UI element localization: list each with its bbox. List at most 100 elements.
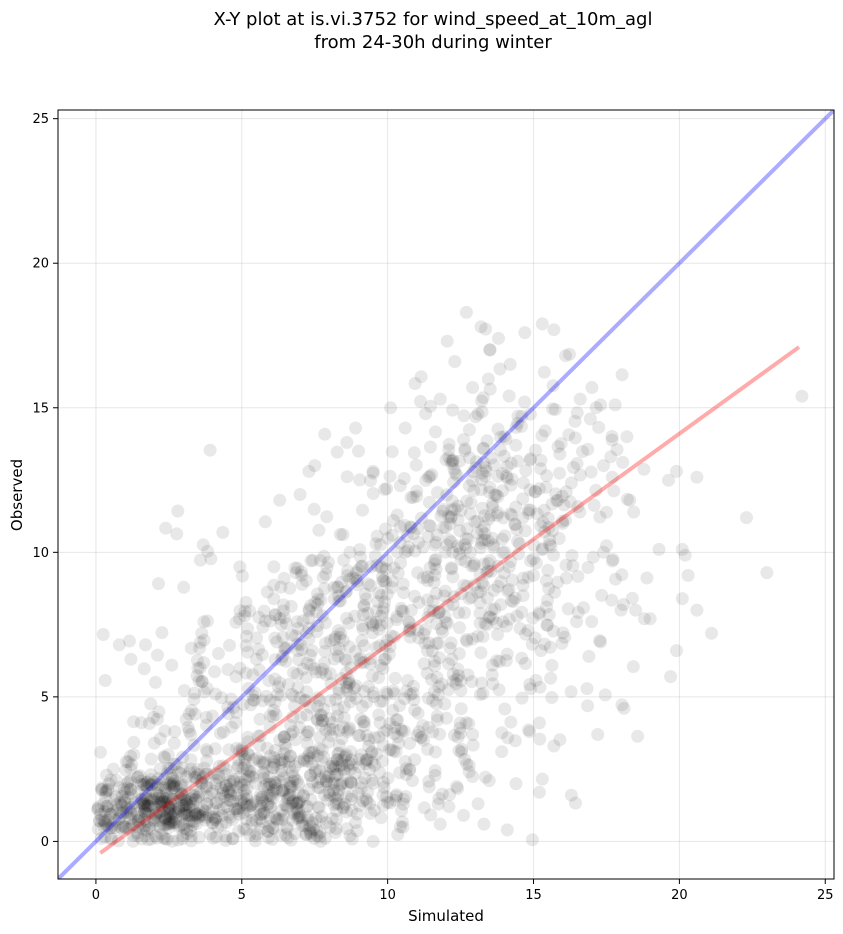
data-point	[349, 679, 363, 693]
data-point	[383, 716, 397, 730]
data-point	[189, 793, 202, 807]
data-point	[577, 601, 590, 615]
data-point	[106, 762, 120, 776]
data-point	[458, 606, 471, 620]
data-point	[131, 820, 145, 834]
data-point	[263, 812, 277, 826]
data-point	[675, 542, 689, 556]
data-point	[148, 811, 162, 825]
data-point	[511, 534, 525, 548]
data-point	[316, 609, 329, 623]
data-point	[173, 791, 187, 804]
data-point	[224, 692, 238, 706]
data-point	[286, 710, 300, 724]
data-point	[465, 590, 479, 604]
data-point	[559, 513, 572, 527]
data-point	[359, 754, 373, 768]
data-point	[262, 777, 276, 791]
data-point	[342, 677, 356, 691]
data-point	[235, 744, 249, 758]
data-point	[366, 464, 380, 478]
data-point	[219, 829, 233, 843]
data-point	[274, 688, 288, 702]
data-point	[200, 780, 214, 794]
data-point	[116, 806, 130, 820]
data-point	[332, 683, 346, 697]
data-point	[152, 577, 165, 591]
data-point	[477, 817, 491, 831]
data-point	[495, 745, 509, 759]
data-point	[605, 429, 619, 443]
data-point	[564, 476, 578, 490]
data-point	[478, 770, 492, 784]
data-point	[345, 789, 359, 803]
data-point	[134, 810, 148, 824]
data-point	[306, 553, 320, 567]
data-point	[442, 800, 456, 814]
data-point	[417, 627, 431, 641]
data-point	[593, 510, 607, 524]
data-point	[113, 805, 127, 819]
data-point	[331, 580, 345, 594]
data-point	[597, 545, 610, 559]
data-point	[374, 561, 388, 575]
data-point	[149, 807, 163, 820]
data-point	[92, 814, 106, 828]
data-point	[322, 555, 335, 569]
data-point	[303, 826, 317, 840]
data-point	[368, 803, 381, 817]
data-point	[433, 392, 447, 406]
data-point	[373, 538, 387, 552]
data-point	[349, 566, 363, 579]
data-point	[246, 668, 260, 682]
data-point	[381, 531, 395, 545]
data-point	[477, 441, 491, 455]
data-point	[534, 453, 548, 467]
data-point	[354, 776, 368, 790]
data-point	[327, 789, 341, 803]
data-point	[377, 780, 391, 794]
data-point	[237, 822, 251, 836]
data-point	[320, 510, 334, 524]
data-point	[155, 827, 169, 841]
data-point	[315, 718, 328, 732]
data-point	[91, 822, 105, 836]
data-point	[355, 619, 369, 633]
data-point	[449, 677, 463, 691]
data-point	[482, 774, 496, 788]
data-point	[289, 566, 303, 580]
data-point	[522, 723, 536, 737]
data-point	[176, 832, 190, 846]
data-point	[257, 806, 271, 820]
data-point	[498, 545, 512, 559]
data-point	[380, 790, 394, 804]
data-point	[263, 709, 277, 723]
data-point	[282, 677, 296, 691]
data-point	[378, 595, 392, 609]
data-point	[233, 775, 247, 789]
data-point	[552, 532, 566, 545]
data-point	[358, 771, 372, 785]
data-point	[228, 802, 242, 816]
data-point	[184, 641, 198, 655]
data-point	[115, 822, 129, 836]
data-point	[141, 799, 155, 813]
data-point	[390, 508, 404, 522]
data-point	[98, 830, 112, 844]
data-point	[497, 566, 511, 580]
data-point	[273, 753, 287, 767]
data-point	[354, 712, 368, 726]
data-point	[343, 829, 357, 843]
data-point	[469, 455, 483, 469]
data-point	[227, 773, 241, 787]
data-point	[296, 816, 310, 830]
data-point	[581, 699, 595, 713]
data-point	[380, 554, 394, 567]
data-point	[488, 488, 502, 502]
data-point	[450, 672, 464, 686]
data-point	[631, 729, 645, 743]
data-point	[305, 757, 319, 771]
data-point	[422, 774, 436, 788]
data-point	[412, 725, 426, 739]
data-point	[163, 800, 177, 814]
